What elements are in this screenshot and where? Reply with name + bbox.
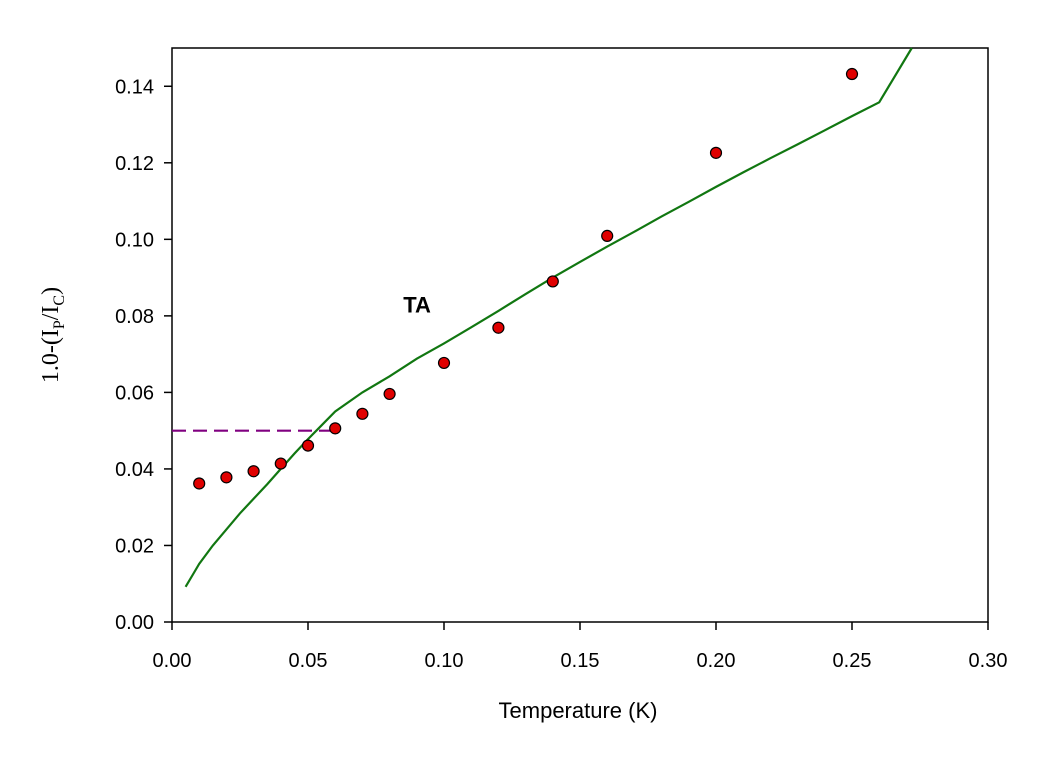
data-point <box>492 321 505 334</box>
data-point <box>274 457 287 470</box>
data-point <box>329 422 342 435</box>
x-tick-label: 0.25 <box>833 650 872 672</box>
data-point <box>437 356 451 370</box>
x-tick-label: 0.05 <box>289 650 328 672</box>
data-point <box>247 465 260 478</box>
y-tick-label: 0.08 <box>115 306 154 328</box>
data-point <box>301 439 315 452</box>
ta-curve <box>184 47 913 588</box>
y-axis-title: 1.0-(IP/IC) <box>38 287 68 383</box>
data-point <box>601 229 614 242</box>
annotation-ta: TA <box>403 292 431 317</box>
y-tick-label: 0.10 <box>115 229 154 251</box>
x-tick-label: 0.00 <box>153 650 192 672</box>
plot-frame <box>171 47 989 623</box>
x-tick-label: 0.20 <box>697 650 736 672</box>
y-axis: 0.00 0.02 0.04 0.06 0.08 0.10 0.12 0.14 <box>115 76 172 634</box>
x-tick-label: 0.10 <box>425 650 464 672</box>
x-tick-label: 0.30 <box>969 650 1008 672</box>
data-point <box>709 146 723 159</box>
y-tick-label: 0.12 <box>115 153 154 175</box>
y-tick-label: 0.14 <box>115 76 154 98</box>
data-point <box>546 275 559 288</box>
y-tick-label: 0.04 <box>115 459 154 481</box>
y-tick-label: 0.06 <box>115 382 154 404</box>
series-layer <box>172 47 913 588</box>
data-point <box>845 67 859 81</box>
x-tick-label: 0.15 <box>561 650 600 672</box>
y-tick-label: 0.00 <box>115 612 154 634</box>
y-tick-label: 0.02 <box>115 535 154 557</box>
x-axis-title: Temperature (K) <box>499 698 658 723</box>
data-point <box>383 387 396 401</box>
data-point <box>193 477 206 490</box>
plot-area <box>171 47 989 623</box>
data-point <box>356 407 369 420</box>
x-axis: 0.00 0.05 0.10 0.15 0.20 0.25 0.30 <box>153 622 1008 672</box>
data-point <box>220 471 233 484</box>
